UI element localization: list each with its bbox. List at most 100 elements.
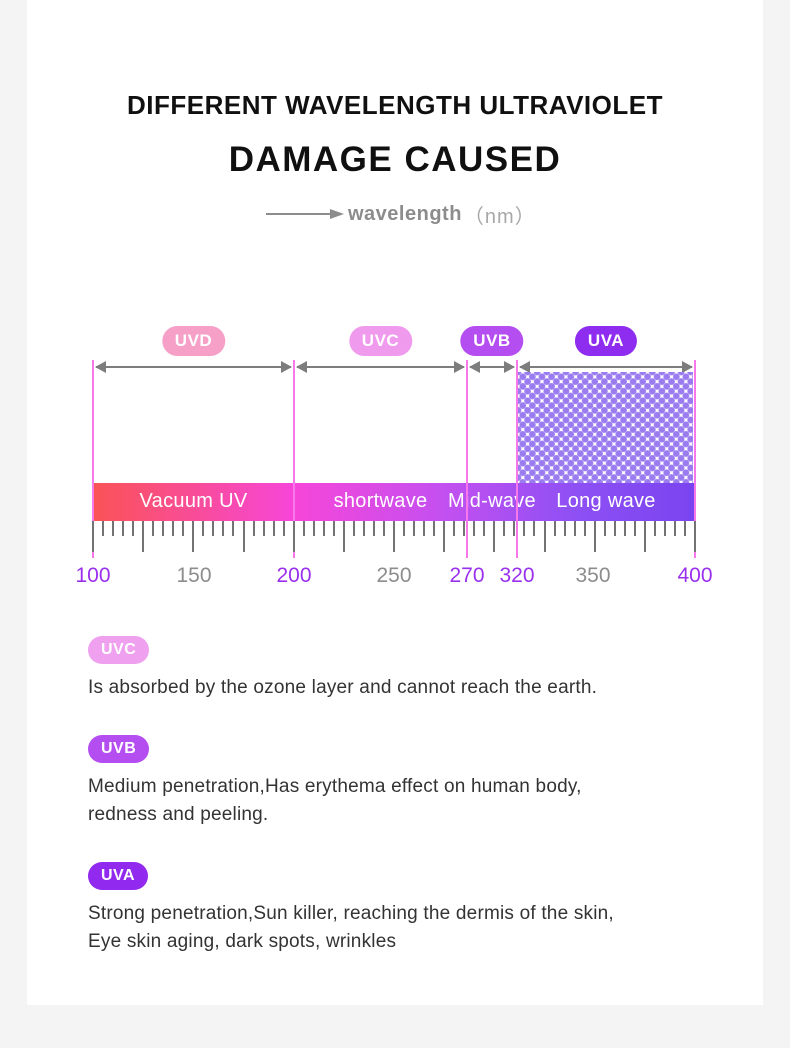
- ruler-tick: [523, 521, 526, 536]
- ruler-tick: [362, 521, 365, 536]
- ruler-tick: [152, 521, 155, 536]
- section-uvb-badge: UVB: [88, 735, 150, 763]
- range-arrow-line-uva: [520, 366, 692, 368]
- wavelength-arrow-row: wavelength （nm）: [266, 200, 536, 228]
- ruler-tick: [382, 521, 385, 536]
- ruler-tick: [282, 521, 285, 536]
- ruler-tick: [433, 521, 436, 536]
- range-arrow-line-uvb: [470, 366, 514, 368]
- boundary-line-100nm: [92, 360, 94, 558]
- wavelength-arrow-line: [266, 213, 330, 215]
- ruler-tick: [262, 521, 265, 536]
- ruler-tick: [563, 521, 566, 536]
- ruler-tick: [232, 521, 235, 536]
- ruler-tick: [272, 521, 275, 536]
- wavelength-arrow-icon: [330, 209, 344, 219]
- ruler-tick: [533, 521, 536, 536]
- range-arrow-line-uvd: [96, 366, 291, 368]
- ruler-tick: [633, 521, 636, 536]
- section-text-line: Is absorbed by the ozone layer and canno…: [88, 677, 598, 698]
- boundary-line-270nm: [466, 360, 468, 558]
- ruler-tick: [342, 521, 345, 552]
- ruler-tick: [453, 521, 456, 536]
- bar-label-uvc: shortwave: [333, 490, 428, 512]
- uva-hatch-pattern: [518, 372, 693, 483]
- boundary-line-320nm: [516, 360, 518, 558]
- ruler-tick: [503, 521, 506, 536]
- ruler-tick: [322, 521, 325, 536]
- section-uva: UVA Strong penetration,Sun killer, reachi…: [88, 862, 708, 956]
- ruler-tick: [172, 521, 175, 536]
- ruler-tick: [242, 521, 245, 552]
- section-uvb: UVB Medium penetration,Has erythema effec…: [88, 735, 708, 829]
- ruler-tick: [613, 521, 616, 536]
- uvc-badge: UVC: [348, 326, 413, 356]
- ruler-tick: [202, 521, 205, 536]
- page-title-line2: DAMAGE CAUSED: [228, 140, 562, 179]
- arrowhead-left-icon: [296, 361, 307, 373]
- ruler-tick: [663, 521, 666, 536]
- arrowhead-right-icon: [454, 361, 465, 373]
- boundary-line-400nm: [694, 360, 696, 558]
- bar-label-uvd: Vacuum UV: [139, 490, 248, 512]
- ruler-tick: [102, 521, 105, 536]
- section-uvc-badge: UVC: [88, 636, 150, 664]
- section-text-line: Medium penetration,Has erythema effect o…: [88, 776, 582, 797]
- ruler-tick: [583, 521, 586, 536]
- arrowhead-left-icon: [519, 361, 530, 373]
- ruler-tick: [603, 521, 606, 536]
- ruler-tick: [443, 521, 446, 552]
- ruler-tick: [332, 521, 335, 536]
- arrowhead-right-icon: [504, 361, 515, 373]
- uvb-badge: UVB: [460, 326, 524, 356]
- axis-label-250: 250: [376, 564, 412, 587]
- range-arrow-line-uvc: [297, 366, 464, 368]
- ruler-tick: [122, 521, 125, 536]
- section-uvc: UVC Is absorbed by the ozone layer and ca…: [88, 636, 708, 702]
- arrowhead-right-icon: [281, 361, 292, 373]
- bar-label-uvb: Mid-wave: [448, 490, 536, 512]
- ruler-tick: [553, 521, 556, 536]
- ruler-tick: [92, 521, 94, 552]
- ruler-tick: [483, 521, 486, 536]
- axis-label-270: 270: [449, 564, 485, 587]
- axis-label-320: 320: [499, 564, 535, 587]
- ruler-tick: [372, 521, 375, 536]
- arrowhead-left-icon: [95, 361, 106, 373]
- ruler-tick: [142, 521, 145, 552]
- ruler-tick: [403, 521, 406, 536]
- axis-label-150: 150: [176, 564, 212, 587]
- ruler-tick: [573, 521, 576, 536]
- ruler-tick: [162, 521, 165, 536]
- section-text-line: redness and peeling.: [88, 804, 269, 825]
- ruler-tick: [302, 521, 305, 536]
- arrowhead-left-icon: [469, 361, 480, 373]
- boundary-line-200nm: [293, 360, 295, 558]
- ruler-tick: [623, 521, 626, 536]
- ruler-tick: [393, 521, 395, 552]
- arrowhead-right-icon: [682, 361, 693, 373]
- ruler-tick: [653, 521, 656, 536]
- ruler-tick: [694, 521, 696, 552]
- ruler-tick: [593, 521, 596, 552]
- section-uva-badge: UVA: [88, 862, 149, 890]
- wavelength-label: wavelength: [348, 202, 462, 225]
- page-title-line1: DIFFERENT WAVELENGTH ULTRAVIOLET: [127, 90, 663, 120]
- ruler-tick: [222, 521, 225, 536]
- ruler-tick: [513, 521, 516, 536]
- ruler-tick: [473, 521, 476, 536]
- ruler-tick: [413, 521, 416, 536]
- uva-badge: UVA: [574, 326, 638, 356]
- ruler-tick: [182, 521, 185, 536]
- ruler-tick: [423, 521, 426, 536]
- ruler-tick: [252, 521, 255, 536]
- ruler-tick: [212, 521, 215, 536]
- ruler-tick: [673, 521, 676, 536]
- section-text-line: Eye skin aging, dark spots, wrinkles: [88, 931, 397, 952]
- section-text-line: Strong penetration,Sun killer, reaching …: [88, 903, 614, 924]
- ruler-tick: [112, 521, 115, 536]
- ruler-tick: [683, 521, 686, 536]
- axis-label-200: 200: [276, 564, 312, 587]
- ruler-tick: [643, 521, 646, 552]
